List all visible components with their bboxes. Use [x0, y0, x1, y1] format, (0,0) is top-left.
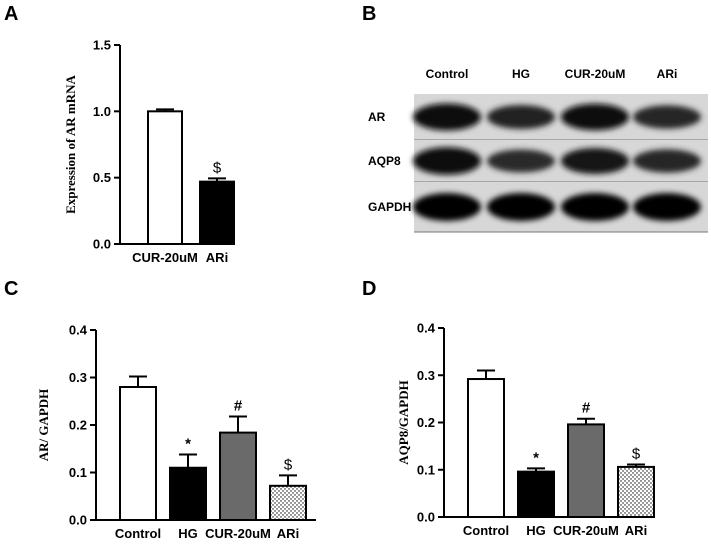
y-axis-label: Expression of AR mRNA	[63, 74, 78, 213]
significance-mark: #	[582, 400, 591, 417]
blot-band	[487, 105, 555, 129]
panel-label-a: A	[4, 3, 18, 25]
chart-c: 0.0 0.1 0.2 0.3 0.4 AR/ GAPDH Control * HG # CUR-2…	[36, 323, 316, 541]
blot-band	[633, 105, 701, 129]
lane-label: CUR-20uM	[565, 67, 626, 81]
category-label: Control	[463, 523, 509, 538]
lane-label: HG	[512, 67, 530, 81]
bar	[567, 423, 605, 519]
y-tick-label: 0.5	[93, 170, 111, 185]
y-tick-label: 0.3	[69, 370, 87, 385]
bar	[219, 431, 257, 522]
category-label: CUR-20uM	[553, 523, 619, 538]
bar	[617, 465, 655, 519]
category-label: ARi	[206, 250, 228, 265]
bar	[199, 180, 235, 245]
blot-band	[487, 149, 555, 173]
y-tick-label: 1.0	[93, 104, 111, 119]
blot-row-label: GAPDH	[368, 200, 411, 214]
panel-label-d: D	[362, 278, 376, 300]
bar	[517, 470, 555, 519]
blot-band	[633, 149, 701, 173]
bar	[269, 484, 307, 521]
y-axis-label: AR/ GAPDH	[36, 389, 51, 462]
blot-band	[561, 148, 629, 174]
y-tick-label: 0.0	[93, 237, 111, 252]
panel-label-c: C	[4, 278, 18, 300]
blot-band	[487, 193, 555, 221]
blot-band	[633, 193, 701, 221]
significance-mark: $	[632, 446, 641, 463]
bar	[119, 386, 157, 521]
y-tick-label: 0.0	[69, 513, 87, 528]
y-tick-label: 0.0	[417, 510, 435, 525]
y-tick-label: 0.4	[69, 323, 88, 338]
blot-band	[413, 147, 481, 175]
y-tick-label: 0.2	[417, 415, 435, 430]
chart-a: 0.0 0.5 1.0 1.5 Expression of AR mRNA CUR-20u…	[63, 38, 235, 265]
y-tick-label: 1.5	[93, 38, 111, 53]
lane-label: Control	[426, 67, 469, 81]
blot-band	[413, 193, 481, 221]
significance-mark: *	[533, 449, 539, 466]
y-axis-label: AQP8/GAPDH	[396, 380, 411, 465]
category-label: ARi	[277, 526, 299, 541]
y-tick-label: 0.3	[417, 368, 435, 383]
y-tick-label: 0.1	[417, 462, 435, 477]
category-label: HG	[526, 523, 546, 538]
bar	[169, 466, 207, 521]
y-tick-label: 0.1	[69, 465, 87, 480]
bar	[467, 378, 505, 518]
y-tick-label: 0.4	[417, 321, 436, 336]
blot-row-label: AR	[368, 110, 386, 124]
western-blot: Control HG CUR-20uM ARi AR AQP8 GAPDH	[368, 67, 708, 233]
lane-label: ARi	[657, 67, 678, 81]
category-label: CUR-20uM	[205, 526, 271, 541]
blot-row-label: AQP8	[368, 154, 401, 168]
significance-mark: $	[284, 456, 293, 473]
y-tick-label: 0.2	[69, 418, 87, 433]
category-label: HG	[178, 526, 198, 541]
blot-band	[561, 103, 629, 131]
category-label: Control	[115, 526, 161, 541]
category-label: CUR-20uM	[132, 250, 198, 265]
category-label: ARi	[625, 523, 647, 538]
bar	[147, 110, 183, 246]
significance-mark: *	[185, 435, 191, 452]
blot-band	[561, 193, 629, 221]
panel-label-b: B	[362, 3, 376, 25]
blot-band	[413, 103, 481, 131]
chart-d: 0.0 0.1 0.2 0.3 0.4 AQP8/GAPDH Control * HG # CUR-…	[396, 321, 655, 538]
significance-mark: $	[213, 159, 222, 176]
significance-mark: #	[234, 397, 243, 414]
